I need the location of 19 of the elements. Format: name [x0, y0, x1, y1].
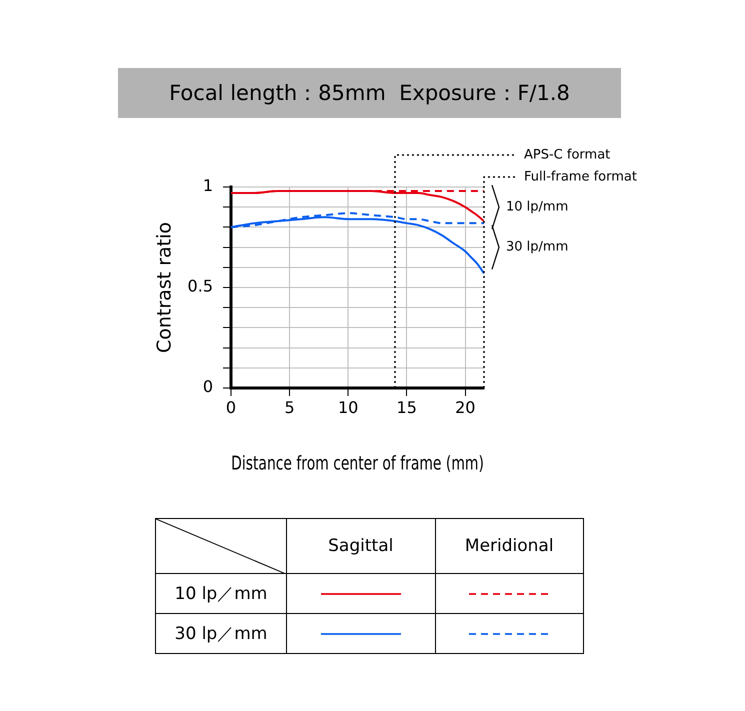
ref-line-label: Full-frame format	[524, 169, 637, 184]
y-axis-title: Contrast ratio	[153, 222, 176, 354]
annotation: 30 lp/mm	[506, 240, 568, 255]
y-tick-label: 0.5	[188, 276, 213, 296]
x-tick-label: 20	[455, 398, 476, 417]
x-tick-label: 0	[226, 398, 236, 417]
x-tick-label: 10	[338, 398, 358, 417]
x-tick-label: 15	[396, 398, 417, 417]
annotation: 10 lp/mm	[506, 199, 568, 214]
text: 30 lp／mm	[156, 614, 286, 654]
x-tick-label: 5	[284, 398, 295, 417]
y-tick-label: 0	[202, 377, 213, 396]
text: 10 lp／mm	[156, 574, 286, 614]
text: Sagittal	[286, 518, 435, 574]
x-axis-title: Distance from center of frame (mm)	[231, 452, 484, 474]
text: Meridional	[435, 518, 584, 574]
y-tick-label: 1	[202, 176, 213, 196]
chart-title: Focal length：85mm Exposure：F/1.8	[118, 68, 621, 118]
ref-line-label: APS-C format	[524, 147, 610, 162]
